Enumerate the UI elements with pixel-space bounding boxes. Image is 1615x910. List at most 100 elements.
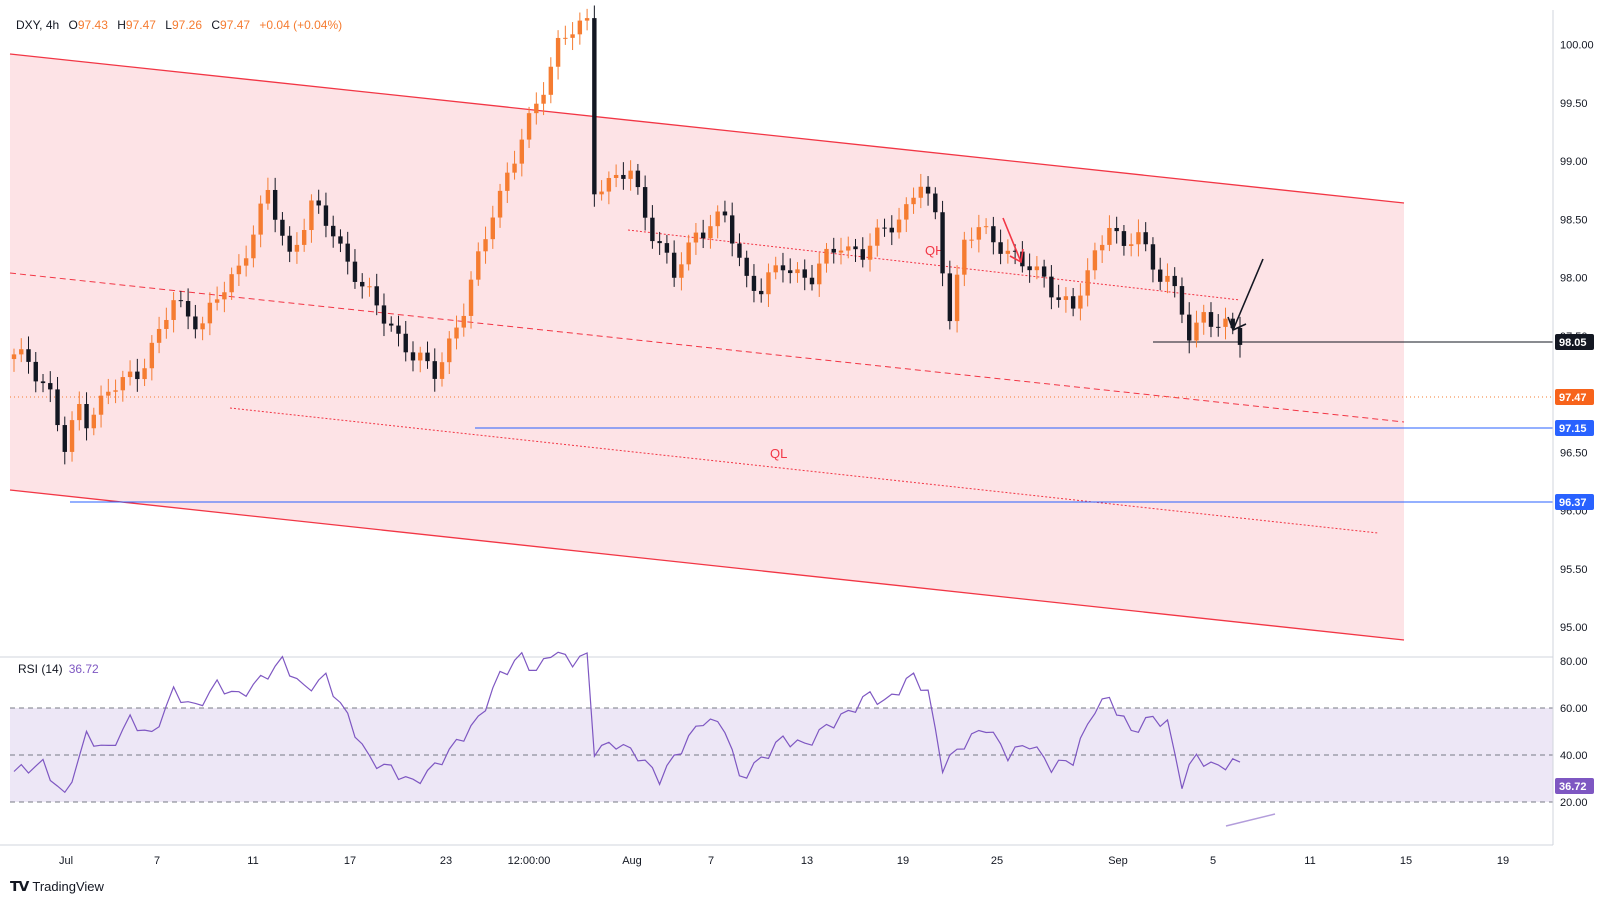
candle-body <box>628 170 633 179</box>
candle-body <box>1012 250 1018 252</box>
time-tick-label: Sep <box>1108 855 1128 867</box>
high-label: H <box>117 18 126 32</box>
time-tick-label: 25 <box>991 855 1003 867</box>
price-tag: 97.47 <box>1559 392 1587 404</box>
rsi-axis[interactable]: 80.00 60.00 40.00 20.00 <box>1560 656 1588 809</box>
tradingview-brand[interactable]: 𝗧𝗩 TradingView <box>10 878 104 895</box>
candle-body <box>164 319 169 329</box>
price-axis[interactable]: 101.00100.50100.0099.5099.0098.5098.0097… <box>1560 0 1594 635</box>
candle-body <box>461 315 466 328</box>
candle-body <box>737 243 742 258</box>
candle-body <box>1230 318 1235 328</box>
candle-body <box>526 113 532 140</box>
candle-body <box>534 103 539 114</box>
candle-body <box>519 139 525 164</box>
candle-body <box>1201 312 1206 323</box>
candle-body <box>860 249 865 260</box>
candle-body <box>185 301 191 317</box>
price-tag-bg <box>1555 389 1594 405</box>
candle-body <box>911 197 916 205</box>
header-line: DXY, 4h O97.43 H97.47 L97.26 C97.47 +0.0… <box>16 18 342 32</box>
price-tick-label: 95.50 <box>1560 564 1588 576</box>
candle-body <box>55 389 60 426</box>
candle-body <box>1187 314 1192 341</box>
price-tag: 96.37 <box>1559 497 1587 509</box>
candle-body <box>954 274 960 322</box>
high-value: 97.47 <box>126 18 156 32</box>
candle-body <box>135 371 140 380</box>
candle-body <box>584 18 590 21</box>
price-pane[interactable]: QH QL DXY, 4h O97.43 H97.47 L97.26 C97.4… <box>0 0 1553 656</box>
symbol-label: DXY <box>16 18 41 32</box>
time-axis[interactable]: Jul 7 11 17 23 12:00:00 Aug 7 13 19 25 Sep 5 11 15 19 <box>59 855 1509 867</box>
candle-body <box>1107 227 1112 245</box>
candle-body <box>577 20 583 35</box>
candle-body <box>809 277 815 285</box>
rsi-series <box>13 651 1241 794</box>
time-tick-label: 11 <box>1304 855 1315 867</box>
candle-body <box>251 234 256 259</box>
candle-body <box>222 292 227 300</box>
candle-body <box>729 215 735 244</box>
price-tag-bg <box>1555 334 1594 350</box>
candle-body <box>403 333 408 353</box>
candle-body <box>918 186 924 198</box>
candle-body <box>1114 227 1119 232</box>
candle-body <box>512 163 517 173</box>
candle-body <box>476 251 481 280</box>
candle-body <box>1172 275 1177 287</box>
candle-body <box>360 281 365 287</box>
candle-body <box>91 414 96 429</box>
candle-body <box>722 211 728 216</box>
time-tick-label: 7 <box>154 855 160 867</box>
rsi-label: RSI (14) 36.72 <box>18 662 99 676</box>
channel-upper-line <box>9 53 1405 204</box>
price-tick-label: 99.00 <box>1560 156 1588 168</box>
candle-body <box>48 383 53 390</box>
candle-body <box>780 265 786 271</box>
candle-body <box>1158 269 1163 282</box>
rsi-pane[interactable]: RSI (14) 36.72 <box>10 651 1553 827</box>
candle-body <box>744 257 749 276</box>
candle-body <box>338 236 343 244</box>
time-tick-label: 17 <box>344 855 356 867</box>
candle-body <box>178 300 184 302</box>
candle-body <box>875 227 880 246</box>
candle-body <box>156 328 162 343</box>
candle-body <box>664 243 670 253</box>
candle-body <box>679 264 684 278</box>
candle-body <box>98 395 104 415</box>
candle-body <box>40 381 46 384</box>
candle-body <box>468 279 474 316</box>
candle-body <box>258 203 263 235</box>
candle-body <box>77 404 82 421</box>
candle-body <box>142 368 147 380</box>
channel-lower-line <box>9 489 1405 641</box>
price-tick-label: 98.00 <box>1560 273 1588 285</box>
rsi-value: 36.72 <box>69 662 99 676</box>
candle-body <box>904 204 909 220</box>
candle-body <box>1049 276 1054 298</box>
candle-body <box>802 269 807 278</box>
candle-body <box>352 261 358 282</box>
rsi-tag: 36.72 <box>1559 781 1587 793</box>
candle-body <box>1216 326 1221 328</box>
candle-body <box>447 338 452 363</box>
candle-body <box>838 250 844 253</box>
candle-body <box>69 420 75 452</box>
candle-body <box>773 265 778 273</box>
candle-body <box>294 244 300 252</box>
candle-body <box>127 371 133 378</box>
candle-body <box>991 226 996 243</box>
low-label: L <box>165 18 172 32</box>
price-tick-label: 96.50 <box>1560 447 1588 459</box>
candle-body <box>983 226 989 228</box>
tradingview-logo-icon: 𝗧𝗩 <box>10 878 29 894</box>
candle-body <box>817 263 822 285</box>
candle-body <box>1150 244 1156 270</box>
candle-body <box>548 66 554 95</box>
close-value: 97.47 <box>220 18 250 32</box>
candle-body <box>925 186 931 194</box>
